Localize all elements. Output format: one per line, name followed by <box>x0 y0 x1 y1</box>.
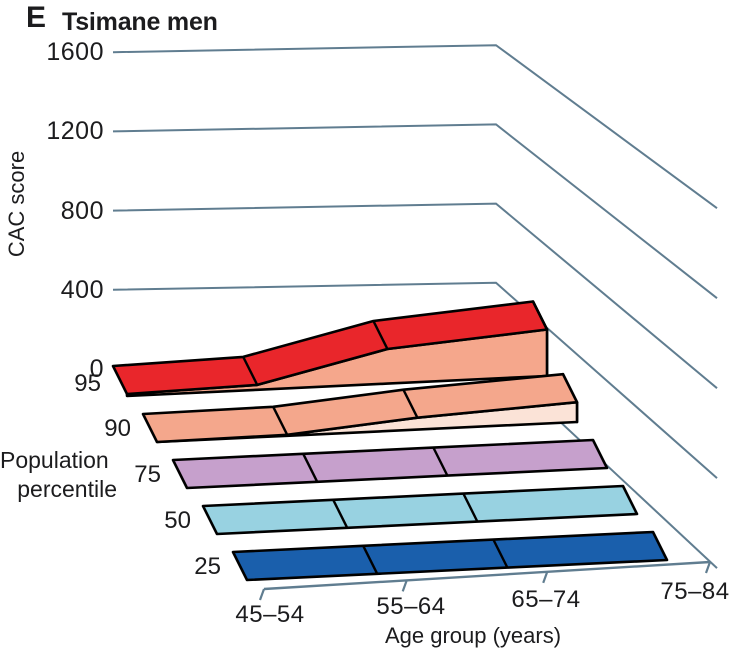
percentile-label-25: 25 <box>194 553 221 580</box>
y-tick-1200: 1200 <box>46 117 104 145</box>
percentile-label-90: 90 <box>104 415 131 442</box>
percentile-label-75: 75 <box>134 461 161 488</box>
y-tick-1600: 1600 <box>46 38 104 66</box>
y-tick-800: 800 <box>60 197 104 225</box>
y-tick-400: 400 <box>60 276 104 304</box>
depth-axis-title-line2: percentile <box>17 476 117 502</box>
panel-letter: E <box>26 1 47 34</box>
x-tick-45-54: 45–54 <box>235 601 305 628</box>
chart-title: Tsimane men <box>62 8 218 36</box>
x-tick-65-74: 65–74 <box>511 586 581 613</box>
percentile-label-50: 50 <box>164 507 191 534</box>
y-tick-0: 0 <box>89 355 104 383</box>
x-tick-75-84: 75–84 <box>660 578 730 605</box>
depth-axis-title-line1: Population <box>0 447 109 473</box>
x-tick-55-64: 55–64 <box>376 593 446 620</box>
percentile-label-95: 95 <box>74 370 101 397</box>
x-axis-title: Age group (years) <box>384 623 562 648</box>
